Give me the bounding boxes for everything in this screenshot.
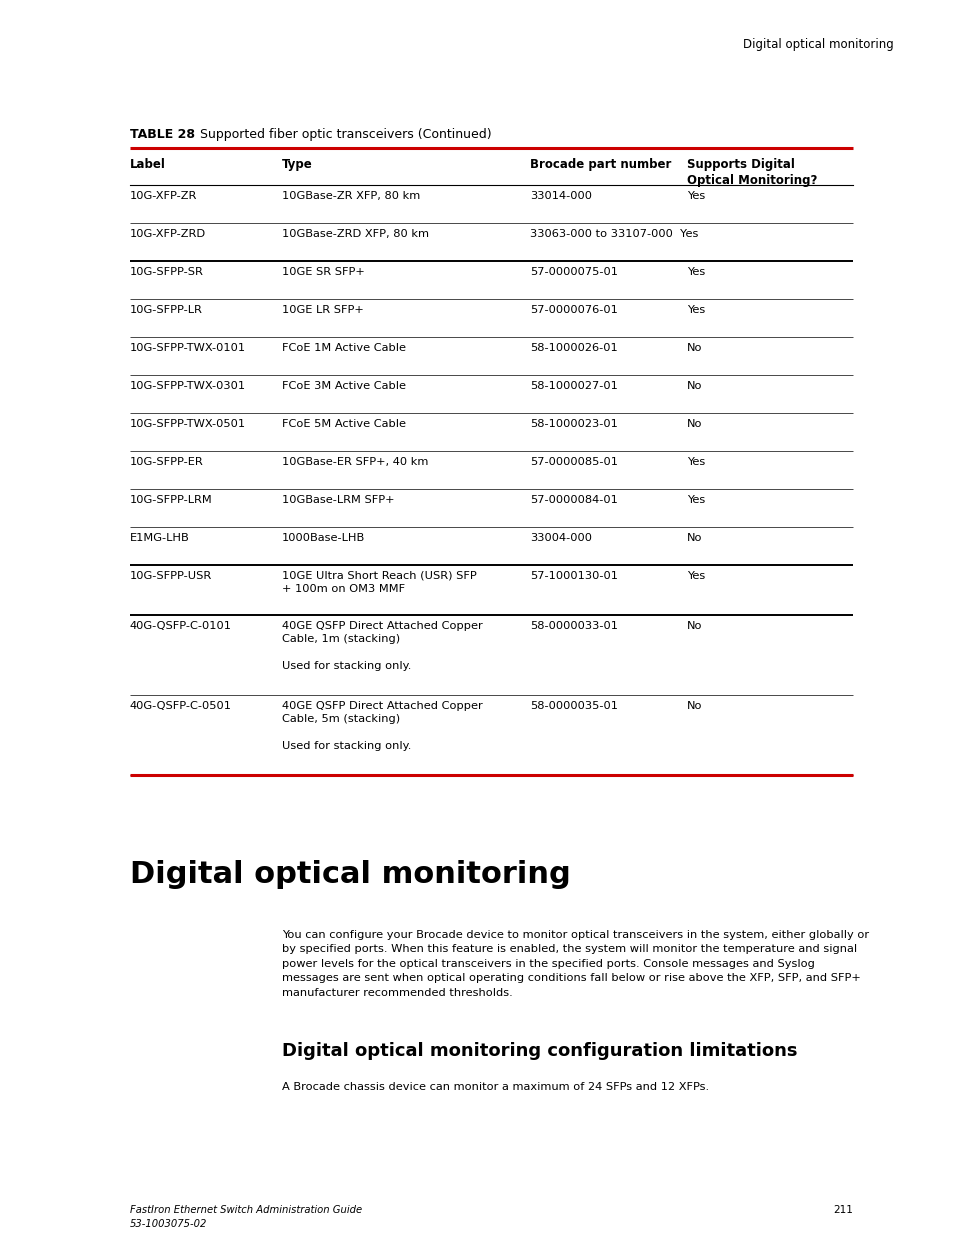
- Text: 211: 211: [832, 1205, 852, 1215]
- Text: No: No: [686, 382, 701, 391]
- Text: 1000Base-LHB: 1000Base-LHB: [282, 534, 365, 543]
- Text: 10GBase-ZR XFP, 80 km: 10GBase-ZR XFP, 80 km: [282, 191, 420, 201]
- Text: 10GE SR SFP+: 10GE SR SFP+: [282, 267, 364, 277]
- Text: Digital optical monitoring: Digital optical monitoring: [742, 38, 893, 51]
- Text: FCoE 5M Active Cable: FCoE 5M Active Cable: [282, 419, 406, 429]
- Text: Digital optical monitoring: Digital optical monitoring: [130, 860, 570, 889]
- Text: No: No: [686, 343, 701, 353]
- Text: Brocade part number: Brocade part number: [530, 158, 671, 170]
- Text: 33004-000: 33004-000: [530, 534, 592, 543]
- Text: No: No: [686, 701, 701, 711]
- Text: 58-1000023-01: 58-1000023-01: [530, 419, 618, 429]
- Text: 58-1000027-01: 58-1000027-01: [530, 382, 618, 391]
- Text: Yes: Yes: [686, 267, 704, 277]
- Text: 10G-SFPP-TWX-0301: 10G-SFPP-TWX-0301: [130, 382, 246, 391]
- Text: 10G-SFPP-SR: 10G-SFPP-SR: [130, 267, 204, 277]
- Text: Supports Digital
Optical Monitoring?: Supports Digital Optical Monitoring?: [686, 158, 817, 186]
- Text: 57-0000076-01: 57-0000076-01: [530, 305, 618, 315]
- Text: 10G-SFPP-LR: 10G-SFPP-LR: [130, 305, 203, 315]
- Text: Type: Type: [282, 158, 313, 170]
- Text: 10G-SFPP-USR: 10G-SFPP-USR: [130, 571, 212, 580]
- Text: A Brocade chassis device can monitor a maximum of 24 SFPs and 12 XFPs.: A Brocade chassis device can monitor a m…: [282, 1082, 708, 1092]
- Text: No: No: [686, 419, 701, 429]
- Text: No: No: [686, 534, 701, 543]
- Text: 33063-000 to 33107-000  Yes: 33063-000 to 33107-000 Yes: [530, 228, 698, 240]
- Text: 10GBase-LRM SFP+: 10GBase-LRM SFP+: [282, 495, 395, 505]
- Text: 53-1003075-02: 53-1003075-02: [130, 1219, 207, 1229]
- Text: 10GBase-ZRD XFP, 80 km: 10GBase-ZRD XFP, 80 km: [282, 228, 429, 240]
- Text: 58-0000033-01: 58-0000033-01: [530, 621, 618, 631]
- Text: 40GE QSFP Direct Attached Copper
Cable, 1m (stacking)

Used for stacking only.: 40GE QSFP Direct Attached Copper Cable, …: [282, 621, 482, 671]
- Text: 10GBase-ER SFP+, 40 km: 10GBase-ER SFP+, 40 km: [282, 457, 428, 467]
- Text: 40GE QSFP Direct Attached Copper
Cable, 5m (stacking)

Used for stacking only.: 40GE QSFP Direct Attached Copper Cable, …: [282, 701, 482, 751]
- Text: 40G-QSFP-C-0101: 40G-QSFP-C-0101: [130, 621, 232, 631]
- Text: No: No: [686, 621, 701, 631]
- Text: You can configure your Brocade device to monitor optical transceivers in the sys: You can configure your Brocade device to…: [282, 930, 868, 998]
- Text: E1MG-LHB: E1MG-LHB: [130, 534, 190, 543]
- Text: 10GE LR SFP+: 10GE LR SFP+: [282, 305, 363, 315]
- Text: FCoE 1M Active Cable: FCoE 1M Active Cable: [282, 343, 406, 353]
- Text: Yes: Yes: [686, 457, 704, 467]
- Text: Yes: Yes: [686, 495, 704, 505]
- Text: 10G-SFPP-ER: 10G-SFPP-ER: [130, 457, 204, 467]
- Text: Supported fiber optic transceivers (Continued): Supported fiber optic transceivers (Cont…: [192, 128, 491, 141]
- Text: Label: Label: [130, 158, 166, 170]
- Text: 10GE Ultra Short Reach (USR) SFP
+ 100m on OM3 MMF: 10GE Ultra Short Reach (USR) SFP + 100m …: [282, 571, 476, 594]
- Text: 57-0000075-01: 57-0000075-01: [530, 267, 618, 277]
- Text: Yes: Yes: [686, 305, 704, 315]
- Text: 10G-SFPP-LRM: 10G-SFPP-LRM: [130, 495, 213, 505]
- Text: TABLE 28: TABLE 28: [130, 128, 194, 141]
- Text: 57-1000130-01: 57-1000130-01: [530, 571, 618, 580]
- Text: 10G-XFP-ZR: 10G-XFP-ZR: [130, 191, 197, 201]
- Text: 10G-XFP-ZRD: 10G-XFP-ZRD: [130, 228, 206, 240]
- Text: FCoE 3M Active Cable: FCoE 3M Active Cable: [282, 382, 406, 391]
- Text: 10G-SFPP-TWX-0501: 10G-SFPP-TWX-0501: [130, 419, 246, 429]
- Text: Yes: Yes: [686, 571, 704, 580]
- Text: 58-1000026-01: 58-1000026-01: [530, 343, 618, 353]
- Text: 40G-QSFP-C-0501: 40G-QSFP-C-0501: [130, 701, 232, 711]
- Text: Digital optical monitoring configuration limitations: Digital optical monitoring configuration…: [282, 1042, 797, 1060]
- Text: FastIron Ethernet Switch Administration Guide: FastIron Ethernet Switch Administration …: [130, 1205, 362, 1215]
- Text: 58-0000035-01: 58-0000035-01: [530, 701, 618, 711]
- Text: 57-0000084-01: 57-0000084-01: [530, 495, 618, 505]
- Text: Yes: Yes: [686, 191, 704, 201]
- Text: 33014-000: 33014-000: [530, 191, 592, 201]
- Text: 10G-SFPP-TWX-0101: 10G-SFPP-TWX-0101: [130, 343, 246, 353]
- Text: 57-0000085-01: 57-0000085-01: [530, 457, 618, 467]
